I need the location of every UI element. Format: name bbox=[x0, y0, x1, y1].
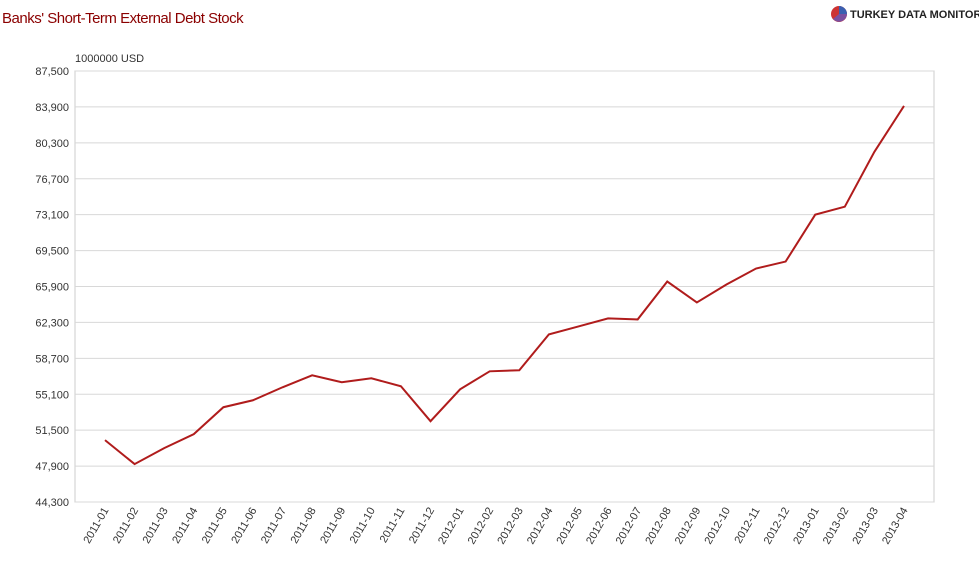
brand: TURKEY DATA MONITOR bbox=[850, 9, 979, 21]
y-tick-label: 87,500 bbox=[35, 66, 69, 78]
x-tick-label: 2012-04 bbox=[525, 506, 556, 547]
y-tick-label: 76,700 bbox=[35, 174, 69, 186]
x-tick-label: 2012-02 bbox=[466, 506, 497, 547]
x-tick-label: 2013-02 bbox=[821, 506, 852, 547]
x-tick-label: 2012-11 bbox=[732, 506, 762, 546]
x-tick-label: 2011-05 bbox=[200, 506, 230, 546]
x-tick-label: 2012-05 bbox=[554, 506, 585, 547]
x-tick-label: 2011-08 bbox=[289, 506, 319, 546]
y-tick-label: 62,300 bbox=[35, 317, 69, 329]
y-tick-label: 83,900 bbox=[35, 102, 69, 114]
x-tick-label: 2012-09 bbox=[673, 506, 704, 547]
chart-title: Banks' Short-Term External Debt Stock bbox=[2, 10, 244, 27]
x-tick-label: 2013-03 bbox=[850, 506, 881, 547]
y-tick-label: 69,500 bbox=[35, 246, 69, 258]
y-tick-label: 65,900 bbox=[35, 282, 69, 294]
y-tick-label: 58,700 bbox=[35, 353, 69, 365]
x-tick-label: 2011-09 bbox=[318, 506, 348, 546]
x-tick-label: 2011-10 bbox=[348, 506, 378, 546]
y-tick-label: 80,300 bbox=[35, 138, 69, 150]
x-tick-label: 2012-06 bbox=[584, 506, 615, 547]
x-tick-label: 2013-01 bbox=[791, 506, 822, 547]
x-tick-label: 2011-06 bbox=[229, 506, 259, 546]
y-tick-label: 44,300 bbox=[35, 497, 69, 509]
x-tick-label: 2013-04 bbox=[880, 506, 911, 547]
x-tick-label: 2011-12 bbox=[407, 506, 437, 546]
unit-label: 1000000 USD bbox=[75, 53, 144, 65]
logo-icon-part bbox=[839, 6, 847, 14]
x-tick-label: 2012-07 bbox=[614, 506, 645, 547]
y-tick-label: 51,500 bbox=[35, 425, 69, 437]
logo: TURKEY DATA MONITOR bbox=[831, 6, 979, 22]
x-tick-label: 2011-03 bbox=[141, 506, 171, 546]
y-tick-label: 47,900 bbox=[35, 461, 69, 473]
x-tick-label: 2011-11 bbox=[378, 506, 408, 546]
x-tick-label: 2012-03 bbox=[495, 506, 526, 547]
x-tick-label: 2012-08 bbox=[643, 506, 674, 547]
x-tick-label: 2011-04 bbox=[170, 506, 200, 546]
x-tick-label: 2011-07 bbox=[259, 506, 289, 546]
x-tick-label: 2012-12 bbox=[762, 506, 793, 547]
y-tick-label: 55,100 bbox=[35, 389, 69, 401]
logo-icon-part bbox=[833, 14, 847, 22]
x-tick-label: 2012-01 bbox=[436, 506, 467, 547]
x-tick-label: 2012-10 bbox=[702, 506, 733, 547]
x-tick-label: 2011-02 bbox=[111, 506, 141, 546]
y-tick-label: 73,100 bbox=[35, 210, 69, 222]
line bbox=[104, 105, 905, 466]
x-tick-label: 2011-01 bbox=[81, 506, 111, 546]
